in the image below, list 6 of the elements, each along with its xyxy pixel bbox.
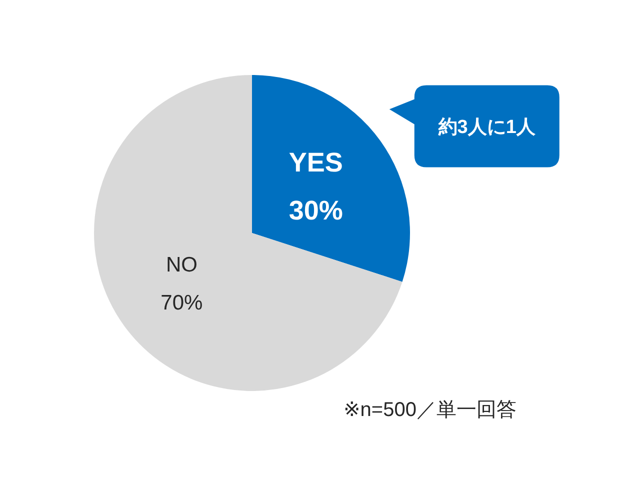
data-label: 70% [160,292,203,315]
text: ※n=500／単一回答 [344,399,516,421]
slice-label: YES [288,148,343,178]
slice-label: NO [166,254,198,277]
text: 約3人に1人 [438,116,536,138]
data-label: 30% [288,196,343,226]
